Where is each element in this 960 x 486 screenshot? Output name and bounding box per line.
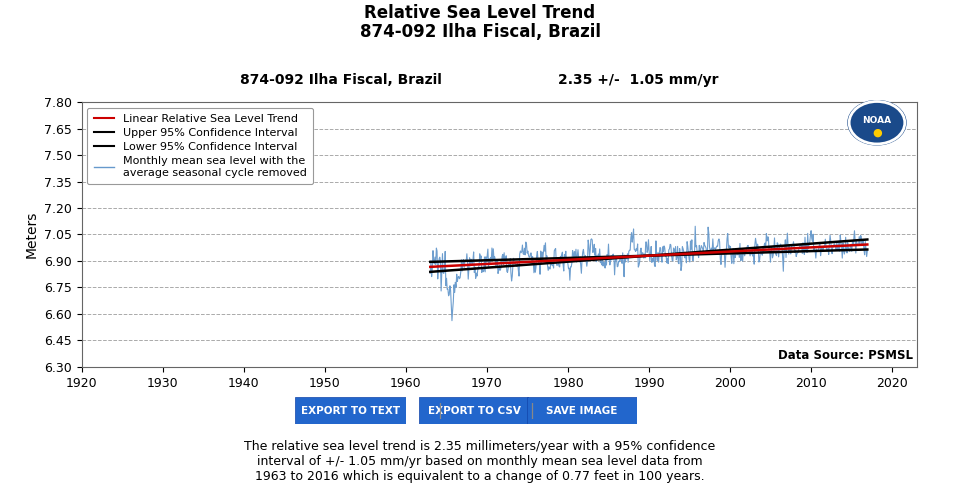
Circle shape [848, 101, 906, 145]
Text: SAVE IMAGE: SAVE IMAGE [546, 406, 617, 416]
Text: 874-092 Ilha Fiscal, Brazil: 874-092 Ilha Fiscal, Brazil [240, 72, 442, 87]
FancyBboxPatch shape [526, 398, 637, 424]
Text: ●: ● [872, 128, 882, 138]
FancyBboxPatch shape [296, 398, 405, 424]
Text: |: | [529, 403, 535, 418]
Y-axis label: Meters: Meters [24, 211, 38, 258]
Text: EXPORT TO CSV: EXPORT TO CSV [428, 406, 520, 416]
Text: |: | [437, 403, 443, 418]
Text: The relative sea level trend is 2.35 millimeters/year with a 95% confidence
inte: The relative sea level trend is 2.35 mil… [245, 440, 715, 483]
Text: 2.35 +/-  1.05 mm/yr: 2.35 +/- 1.05 mm/yr [558, 72, 719, 87]
Text: Relative Sea Level Trend: Relative Sea Level Trend [365, 4, 595, 22]
FancyBboxPatch shape [419, 398, 529, 424]
Text: Data Source: PSMSL: Data Source: PSMSL [778, 348, 913, 362]
Legend: Linear Relative Sea Level Trend, Upper 95% Confidence Interval, Lower 95% Confid: Linear Relative Sea Level Trend, Upper 9… [87, 107, 313, 184]
Text: NOAA: NOAA [862, 116, 892, 125]
Text: 874-092 Ilha Fiscal, Brazil: 874-092 Ilha Fiscal, Brazil [359, 23, 601, 41]
Text: EXPORT TO TEXT: EXPORT TO TEXT [300, 406, 400, 416]
